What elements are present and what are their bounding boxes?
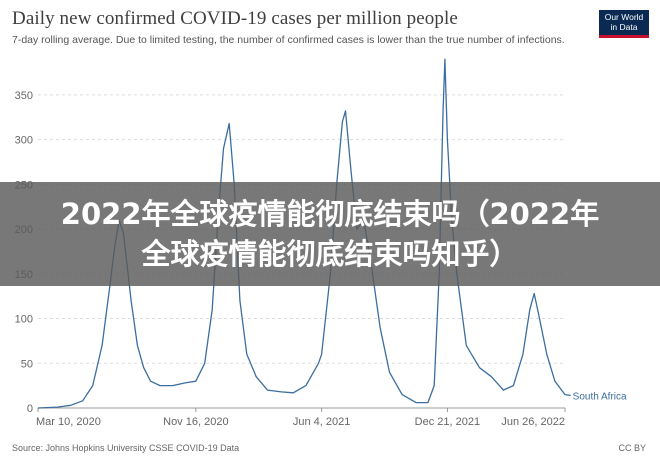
y-tick-label: 0 <box>27 403 33 415</box>
x-tick-label: Mar 10, 2020 <box>36 416 101 428</box>
license-label[interactable]: CC BY <box>618 443 646 453</box>
y-tick-label: 300 <box>15 135 33 147</box>
series-label: South Africa <box>573 391 627 402</box>
series-line-south-africa <box>37 58 571 409</box>
owid-logo[interactable]: Our World in Data <box>599 10 649 38</box>
logo-line-1: Our World <box>604 12 644 22</box>
chart-title: Daily new confirmed COVID-19 cases per m… <box>12 8 458 29</box>
logo-line-2: in Data <box>610 22 638 32</box>
overlay-banner: 2022年全球疫情能彻底结束吗（2022年全球疫情能彻底结束吗知乎） <box>0 182 660 286</box>
y-tick-label: 50 <box>21 358 33 370</box>
chart-subtitle: 7-day rolling average. Due to limited te… <box>12 34 565 46</box>
source-note: Source: Johns Hopkins University CSSE CO… <box>12 443 240 453</box>
x-tick-label: Nov 16, 2020 <box>163 416 228 428</box>
banner-title: 2022年全球疫情能彻底结束吗（2022年全球疫情能彻底结束吗知乎） <box>60 197 600 271</box>
y-tick-label: 350 <box>15 90 33 102</box>
x-tick-label: Jun 4, 2021 <box>293 416 351 428</box>
x-tick-label: Jun 26, 2022 <box>501 416 565 428</box>
y-tick-label: 100 <box>15 314 33 326</box>
x-tick-label: Dec 21, 2021 <box>415 416 480 428</box>
